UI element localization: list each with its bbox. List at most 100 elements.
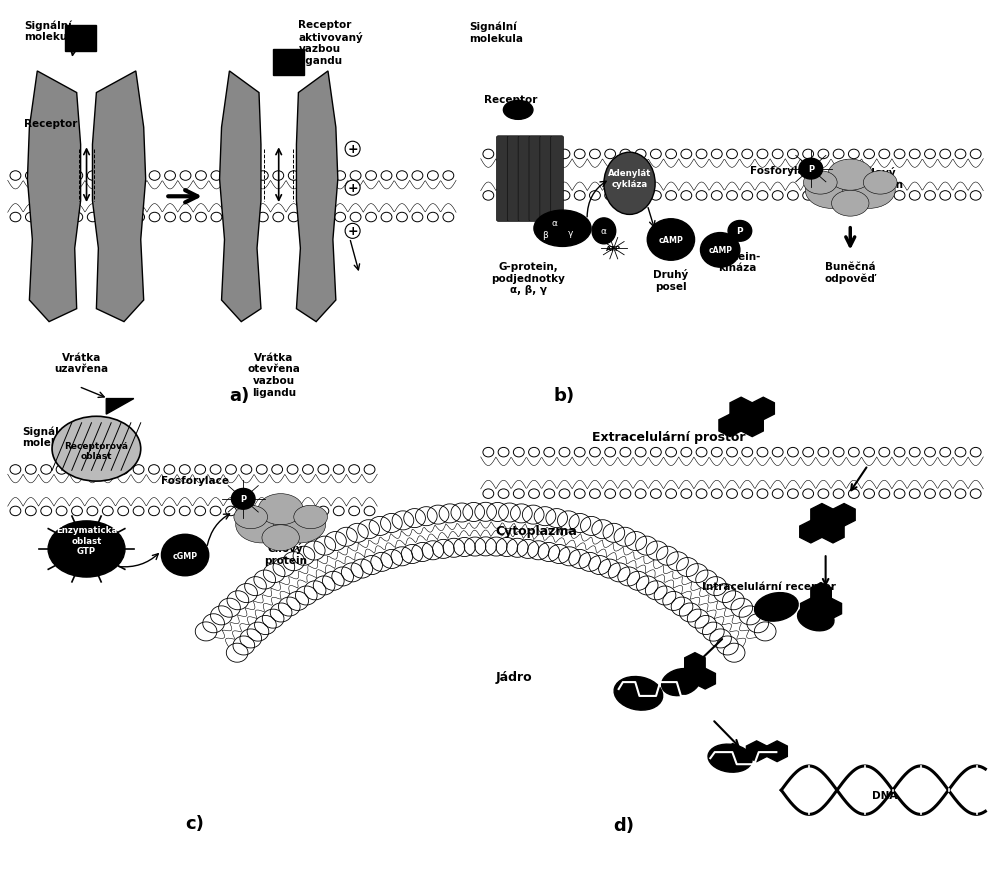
Polygon shape bbox=[675, 668, 695, 689]
Polygon shape bbox=[811, 583, 831, 604]
Text: ATP: ATP bbox=[606, 246, 621, 252]
Bar bbox=[64, 26, 96, 52]
FancyBboxPatch shape bbox=[551, 136, 564, 222]
Polygon shape bbox=[92, 72, 146, 322]
Polygon shape bbox=[718, 415, 741, 437]
Ellipse shape bbox=[831, 191, 869, 217]
Text: Intracelulární receptor: Intracelulární receptor bbox=[703, 580, 836, 591]
Text: α: α bbox=[601, 227, 606, 236]
Polygon shape bbox=[685, 653, 706, 673]
Text: Fosforylace: Fosforylace bbox=[161, 475, 229, 485]
FancyBboxPatch shape bbox=[529, 136, 542, 222]
Circle shape bbox=[647, 220, 695, 261]
Ellipse shape bbox=[804, 171, 837, 195]
Polygon shape bbox=[296, 72, 338, 322]
Polygon shape bbox=[730, 398, 752, 421]
Text: Cílový
protein: Cílový protein bbox=[860, 167, 903, 189]
Text: cAMP: cAMP bbox=[658, 235, 684, 245]
Polygon shape bbox=[822, 521, 844, 543]
Text: Receptor: Receptor bbox=[484, 95, 537, 104]
Text: +: + bbox=[347, 225, 358, 238]
Bar bbox=[273, 50, 304, 76]
FancyBboxPatch shape bbox=[496, 136, 509, 222]
Ellipse shape bbox=[49, 521, 125, 577]
Circle shape bbox=[162, 534, 209, 576]
Ellipse shape bbox=[614, 677, 663, 710]
Polygon shape bbox=[752, 398, 774, 421]
Ellipse shape bbox=[592, 219, 615, 244]
Text: DNA: DNA bbox=[872, 791, 898, 800]
Text: +: + bbox=[347, 143, 358, 156]
Ellipse shape bbox=[754, 593, 798, 621]
Ellipse shape bbox=[262, 525, 299, 551]
Text: Extracelulární prostor: Extracelulární prostor bbox=[592, 431, 745, 443]
Polygon shape bbox=[767, 741, 787, 762]
Ellipse shape bbox=[662, 669, 700, 696]
Text: Cílový
protein: Cílový protein bbox=[264, 542, 307, 565]
Ellipse shape bbox=[503, 101, 533, 120]
Circle shape bbox=[232, 489, 255, 509]
Text: Signální
molekula: Signální molekula bbox=[25, 20, 78, 42]
Ellipse shape bbox=[259, 494, 303, 525]
Ellipse shape bbox=[293, 506, 327, 529]
Polygon shape bbox=[833, 504, 855, 527]
Text: Vrátka
uzavřena: Vrátka uzavřena bbox=[55, 353, 109, 374]
Polygon shape bbox=[28, 72, 80, 322]
Ellipse shape bbox=[534, 211, 591, 247]
Text: Signální
molekula: Signální molekula bbox=[469, 22, 523, 43]
Ellipse shape bbox=[234, 506, 268, 529]
Ellipse shape bbox=[806, 173, 858, 209]
Text: d): d) bbox=[613, 816, 634, 834]
Text: +: + bbox=[347, 182, 358, 195]
FancyBboxPatch shape bbox=[518, 136, 531, 222]
Text: β: β bbox=[542, 230, 548, 240]
Text: Vrátka
otevřena
vazbou
ligandu: Vrátka otevřena vazbou ligandu bbox=[248, 353, 300, 397]
Text: P: P bbox=[808, 165, 814, 174]
Ellipse shape bbox=[274, 507, 326, 543]
Ellipse shape bbox=[604, 153, 655, 216]
Polygon shape bbox=[741, 415, 763, 437]
Text: Enzymatická
oblast
GTP: Enzymatická oblast GTP bbox=[55, 526, 117, 555]
Text: P: P bbox=[736, 227, 743, 236]
Polygon shape bbox=[746, 741, 767, 762]
Text: γ: γ bbox=[568, 229, 573, 238]
Ellipse shape bbox=[236, 507, 288, 543]
Text: Signální
molekula: Signální molekula bbox=[23, 426, 76, 448]
Polygon shape bbox=[801, 599, 822, 620]
Text: Jádro: Jádro bbox=[496, 670, 532, 683]
Text: Receptor
aktivovaný
vazbou
ligandu: Receptor aktivovaný vazbou ligandu bbox=[298, 20, 363, 66]
Polygon shape bbox=[106, 399, 134, 415]
Polygon shape bbox=[822, 599, 841, 620]
Text: c): c) bbox=[185, 814, 204, 833]
Text: Receptorová
oblast: Receptorová oblast bbox=[64, 441, 129, 461]
Text: Druhý
posel: Druhý posel bbox=[653, 269, 689, 291]
Text: α: α bbox=[552, 218, 558, 228]
Ellipse shape bbox=[863, 171, 897, 195]
Circle shape bbox=[799, 159, 823, 180]
Ellipse shape bbox=[842, 173, 895, 209]
Text: Fosforylace: Fosforylace bbox=[750, 166, 819, 176]
Polygon shape bbox=[811, 504, 833, 527]
FancyBboxPatch shape bbox=[540, 136, 553, 222]
Polygon shape bbox=[800, 521, 822, 543]
Text: a): a) bbox=[229, 387, 250, 405]
Circle shape bbox=[701, 233, 740, 268]
Text: Buněčná
odpověď: Buněčná odpověď bbox=[825, 262, 876, 284]
Ellipse shape bbox=[708, 744, 752, 773]
Ellipse shape bbox=[798, 606, 834, 631]
Text: G-protein,
podjednotky
α, β, γ: G-protein, podjednotky α, β, γ bbox=[492, 262, 565, 295]
Circle shape bbox=[728, 222, 752, 242]
Polygon shape bbox=[220, 72, 261, 322]
FancyBboxPatch shape bbox=[507, 136, 520, 222]
Text: Receptor: Receptor bbox=[25, 119, 78, 129]
Text: Cytoplazma: Cytoplazma bbox=[496, 525, 578, 538]
Ellipse shape bbox=[827, 160, 873, 191]
Text: Adenylát
cykláza: Adenylát cykláza bbox=[607, 169, 651, 189]
Text: b): b) bbox=[554, 387, 575, 405]
Ellipse shape bbox=[53, 417, 141, 481]
Text: P: P bbox=[240, 494, 247, 504]
Text: cAMP: cAMP bbox=[709, 246, 732, 255]
Text: cGMP: cGMP bbox=[172, 551, 197, 560]
Polygon shape bbox=[695, 668, 716, 689]
Text: Protein-
kináza: Protein- kináza bbox=[714, 251, 761, 273]
